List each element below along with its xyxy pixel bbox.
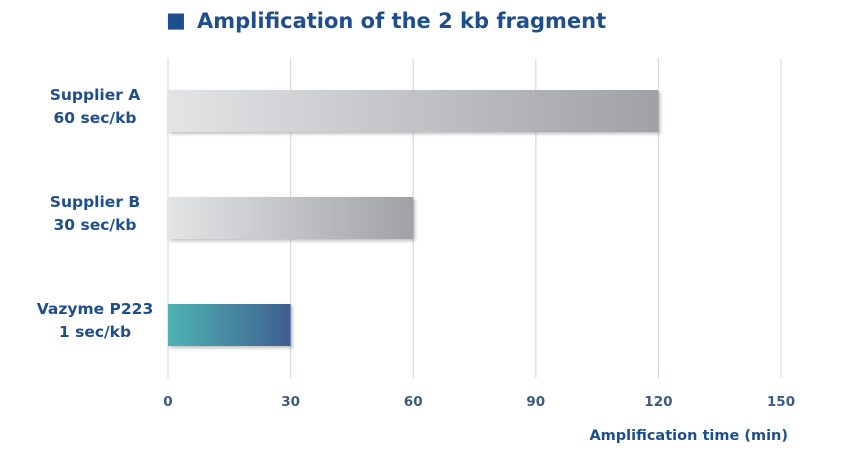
x-tick-label: 60 bbox=[404, 394, 423, 410]
chart-title: ■ Amplification of the 2 kb fragment bbox=[166, 8, 606, 33]
x-tick-labels: 0 30 60 90 120 150 bbox=[163, 394, 795, 410]
x-tick-label: 30 bbox=[281, 394, 300, 410]
x-tick-label: 90 bbox=[526, 394, 545, 410]
x-tick-label: 150 bbox=[767, 394, 795, 410]
title-marker-icon: ■ bbox=[166, 8, 186, 32]
category-label: Supplier A bbox=[50, 86, 141, 104]
bar-3 bbox=[168, 304, 291, 346]
x-tick-label: 0 bbox=[163, 394, 172, 410]
bars bbox=[168, 90, 659, 346]
category-label: Vazyme P223 bbox=[37, 300, 154, 318]
category-label: 60 sec/kb bbox=[54, 109, 137, 127]
chart-title-text: Amplification of the 2 kb fragment bbox=[197, 9, 606, 33]
bar-1 bbox=[168, 90, 659, 132]
category-label: Supplier B bbox=[50, 193, 140, 211]
category-label: 1 sec/kb bbox=[59, 323, 131, 341]
x-tick-label: 120 bbox=[644, 394, 672, 410]
bar-2 bbox=[168, 197, 414, 239]
category-labels: Supplier A 60 sec/kb Supplier B 30 sec/kb Va… bbox=[37, 86, 154, 341]
category-label: 30 sec/kb bbox=[54, 216, 137, 234]
x-axis-label: Amplification time (min) bbox=[589, 428, 788, 444]
